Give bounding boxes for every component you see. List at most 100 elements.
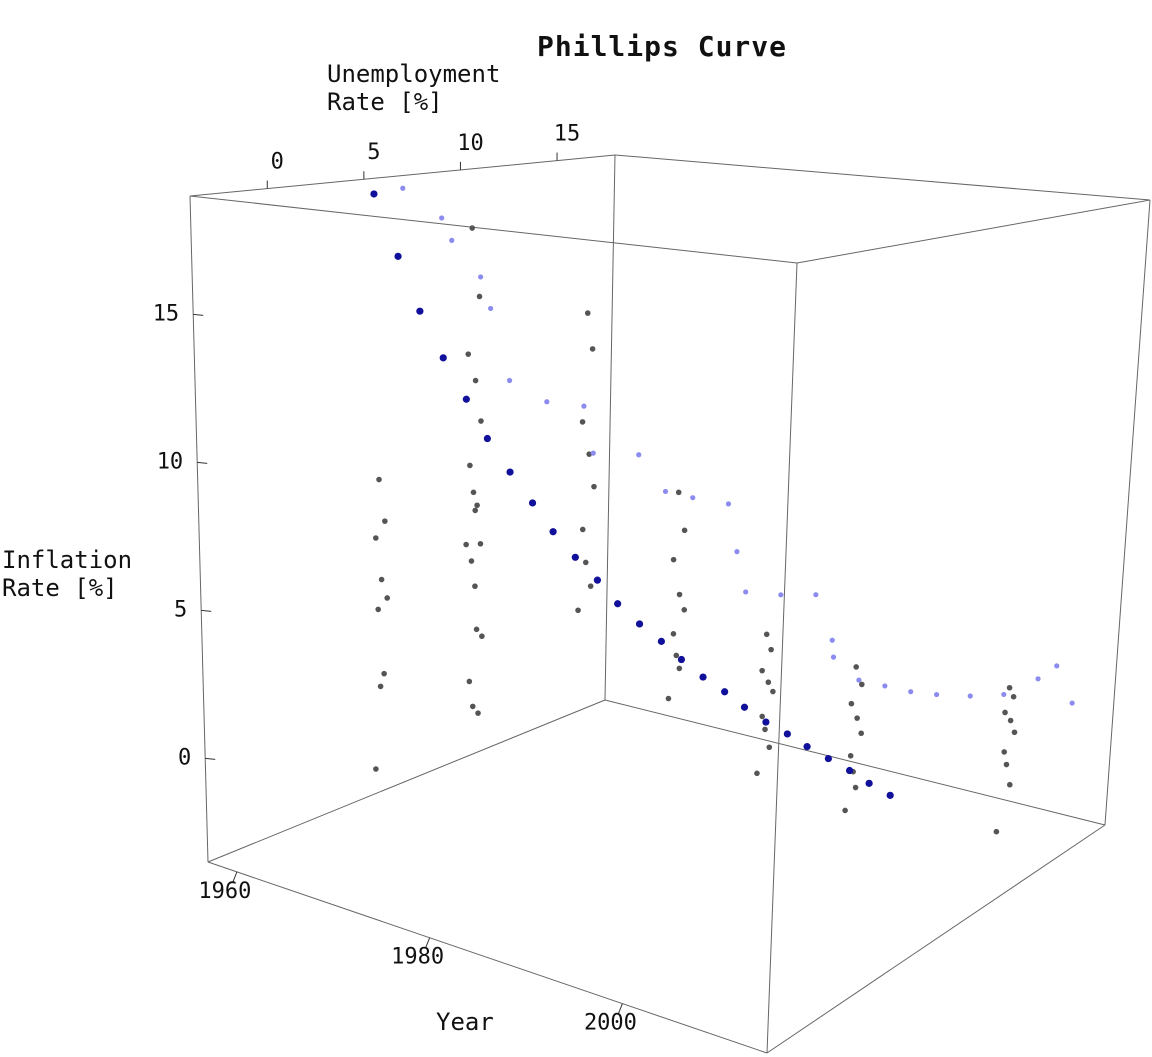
data-point: [474, 502, 480, 509]
data-point: [848, 700, 855, 707]
data-point: [858, 730, 864, 737]
data-point: [466, 678, 473, 685]
data-point: [449, 237, 455, 243]
box-edge: [189, 195, 798, 264]
data-point: [467, 462, 473, 469]
box-edge: [766, 262, 798, 1054]
data-point: [575, 607, 581, 614]
data-point: [1002, 709, 1008, 716]
data-point: [690, 495, 696, 501]
data-point: [473, 626, 480, 633]
data-point: [582, 559, 589, 566]
data-point: [854, 715, 860, 721]
data-point: [506, 377, 513, 384]
z-tick: [197, 461, 208, 464]
y-axis-label: Year: [436, 1008, 494, 1036]
data-point: [483, 434, 491, 443]
data-point: [478, 418, 484, 424]
data-point: [1006, 684, 1013, 691]
y-tick: [617, 1003, 623, 1014]
data-point: [1007, 717, 1014, 724]
data-point: [740, 703, 749, 711]
data-point: [472, 507, 479, 514]
data-point: [670, 631, 677, 637]
box-edge: [766, 824, 1106, 1054]
data-point: [587, 583, 594, 589]
data-point: [589, 346, 596, 352]
data-point: [829, 637, 835, 643]
z-axis-label: Inflation Rate [%]: [2, 546, 133, 602]
data-point: [882, 683, 888, 689]
data-point: [852, 784, 859, 791]
data-point: [476, 293, 483, 300]
z-tick-label: 0: [178, 745, 191, 770]
data-point: [967, 693, 973, 699]
data-point: [676, 591, 683, 598]
x-axis-label: Unemployment Rate [%]: [327, 60, 501, 116]
box-edge: [1104, 199, 1151, 826]
data-point: [662, 488, 669, 495]
data-point: [853, 664, 860, 670]
data-point: [479, 633, 485, 640]
data-point: [465, 351, 472, 357]
data-point: [394, 252, 402, 260]
box-edge: [796, 199, 1151, 264]
data-point: [847, 752, 854, 759]
x-tick-label: 0: [271, 150, 284, 175]
data-point: [584, 310, 591, 316]
data-point: [681, 607, 688, 613]
data-point: [370, 190, 378, 198]
box-edge: [604, 154, 616, 701]
data-point: [475, 710, 481, 716]
box-edge: [207, 861, 768, 1054]
data-point: [376, 476, 382, 483]
y-tick: [232, 871, 238, 883]
data-point: [477, 541, 484, 547]
data-point: [1069, 700, 1075, 706]
data-point: [856, 677, 862, 683]
data-point: [1010, 693, 1017, 700]
data-point: [677, 655, 686, 664]
data-point: [544, 399, 550, 405]
data-point: [803, 743, 811, 751]
data-point: [824, 754, 832, 763]
data-point: [470, 489, 477, 496]
z-tick-label: 5: [174, 597, 187, 622]
data-point: [439, 215, 445, 221]
data-point: [590, 450, 596, 456]
data-point: [472, 377, 479, 384]
data-point: [528, 499, 537, 507]
y-tick-label: 1960: [198, 879, 251, 904]
x-tick-label: 15: [554, 122, 581, 147]
data-point: [759, 713, 765, 720]
data-point: [993, 828, 1000, 835]
chart-title: Phillips Curve: [537, 30, 788, 63]
z-tick: [201, 609, 212, 612]
z-tick-label: 15: [153, 301, 180, 326]
data-point: [586, 451, 592, 457]
data-point: [681, 527, 688, 534]
x-tick-label: 10: [457, 131, 484, 156]
data-point: [377, 683, 384, 690]
data-point: [373, 766, 379, 772]
data-point: [506, 468, 514, 476]
data-point: [1011, 729, 1018, 736]
data-point: [770, 688, 776, 695]
data-point: [934, 691, 940, 698]
data-point: [1054, 663, 1060, 669]
data-point: [469, 225, 476, 231]
data-point: [783, 730, 791, 738]
data-point: [373, 535, 379, 541]
data-point: [699, 673, 707, 681]
data-point: [579, 419, 586, 425]
x-tick-label: 5: [367, 140, 380, 165]
data-point: [721, 688, 729, 696]
data-point: [830, 654, 837, 660]
data-point: [842, 807, 848, 814]
data-point: [759, 667, 765, 674]
box-edge: [614, 154, 1151, 201]
data-point: [768, 646, 774, 653]
data-point: [468, 558, 475, 564]
z-tick: [205, 757, 216, 760]
